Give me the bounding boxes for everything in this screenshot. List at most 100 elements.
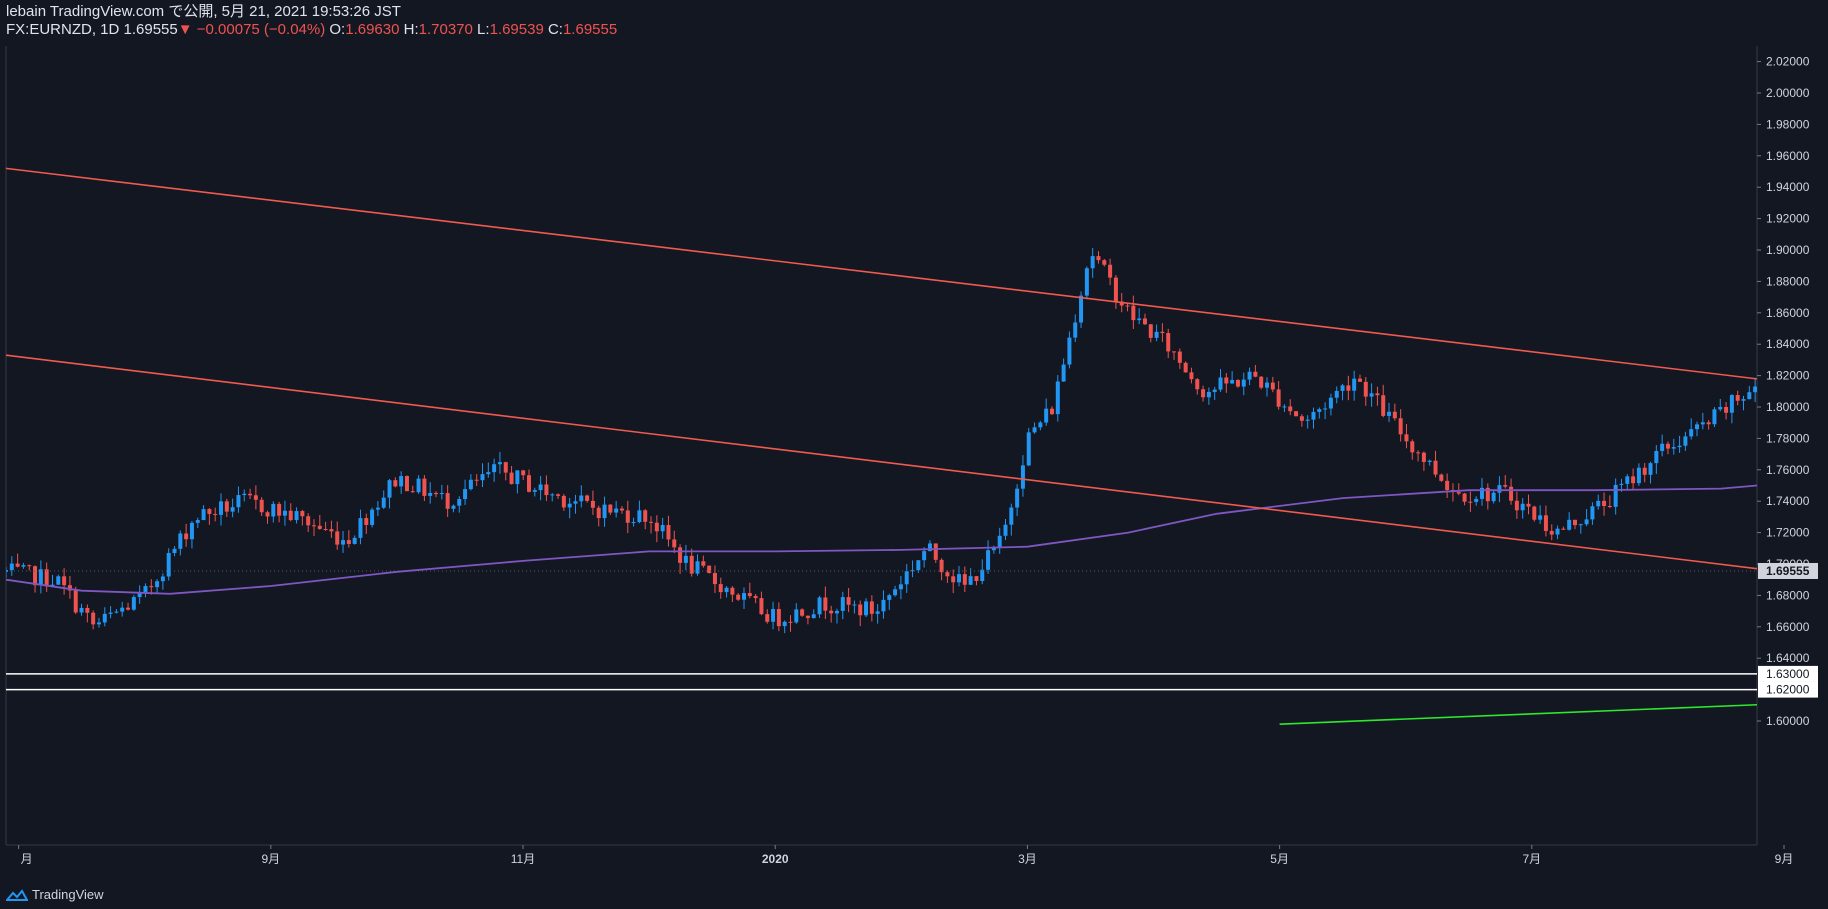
- candle-body-49: [288, 510, 293, 521]
- candle-body-272: [1584, 519, 1589, 525]
- candle-body-112: [654, 522, 659, 532]
- candle-body-13: [79, 607, 84, 613]
- candle-body-220: [1282, 406, 1287, 408]
- candle-body-122: [712, 573, 717, 585]
- candle-body-58: [341, 540, 346, 545]
- last-price-label: 1.69555: [1766, 564, 1810, 578]
- candle-body-187: [1090, 256, 1095, 269]
- candle-body-25: [149, 586, 154, 588]
- candle-body-209: [1218, 377, 1223, 390]
- candle-body-29: [172, 548, 177, 554]
- candle-body-156: [910, 570, 915, 572]
- candle-body-256: [1491, 492, 1496, 502]
- symbol-label[interactable]: FX:EURNZD, 1D: [6, 21, 120, 38]
- candle-body-186: [1084, 268, 1089, 296]
- candle-body-244: [1421, 452, 1426, 462]
- candle-body-139: [811, 614, 816, 619]
- candle-body-60: [352, 537, 357, 544]
- candle-body-149: [869, 601, 874, 614]
- y-tick-label-10: 1.82000: [1766, 369, 1810, 383]
- candle-body-4: [27, 565, 32, 567]
- candle-body-77: [451, 505, 456, 509]
- candle-body-155: [904, 571, 909, 585]
- candle-body-196: [1142, 318, 1147, 325]
- candle-body-110: [643, 510, 648, 522]
- overlays-group: [6, 167, 1757, 725]
- candle-body-297: [1729, 395, 1734, 413]
- candle-body-35: [207, 509, 212, 514]
- candle-body-275: [1602, 500, 1607, 506]
- candle-body-288: [1677, 445, 1682, 448]
- candle-body-258: [1503, 485, 1508, 487]
- candle-body-92: [538, 484, 543, 491]
- candle-body-14: [85, 607, 90, 613]
- candle-body-67: [393, 480, 398, 487]
- y-tick-label-7: 1.88000: [1766, 274, 1810, 288]
- candle-body-55: [323, 528, 328, 530]
- candle-body-91: [532, 490, 537, 492]
- last-price: 1.69555: [123, 21, 178, 38]
- tradingview-brand: TradingView: [32, 887, 104, 902]
- candle-body-268: [1561, 528, 1566, 530]
- y-tick-label-11: 1.80000: [1766, 400, 1810, 414]
- candle-body-200: [1166, 333, 1171, 352]
- y-tick-label-18: 1.66000: [1766, 620, 1810, 634]
- y-tick-label-9: 1.84000: [1766, 337, 1810, 351]
- candle-body-294: [1712, 409, 1717, 425]
- candle-body-103: [602, 504, 607, 519]
- candle-body-46: [271, 503, 276, 517]
- candle-body-71: [416, 478, 421, 493]
- candle-body-289: [1683, 436, 1688, 446]
- candle-body-78: [457, 499, 462, 506]
- open-label: O:: [329, 21, 346, 38]
- candle-body-299: [1741, 399, 1746, 401]
- candle-body-26: [155, 581, 160, 588]
- candle-body-208: [1212, 389, 1217, 392]
- candle-body-52: [306, 516, 311, 526]
- candle-body-292: [1700, 422, 1705, 425]
- candle-body-278: [1619, 483, 1624, 485]
- candle-body-127: [742, 593, 747, 600]
- candle-body-104: [608, 504, 613, 513]
- candle-body-82: [480, 474, 485, 481]
- candle-body-69: [404, 476, 409, 492]
- moving-average-line: [6, 484, 1757, 595]
- candle-body-273: [1590, 506, 1595, 520]
- candle-body-76: [445, 493, 450, 509]
- candle-body-140: [817, 597, 822, 615]
- candle-body-117: [683, 555, 688, 563]
- candle-body-230: [1340, 385, 1345, 391]
- candle-body-274: [1596, 500, 1601, 507]
- candle-body-218: [1270, 382, 1275, 390]
- y-tick-label-5: 1.92000: [1766, 212, 1810, 226]
- candle-body-65: [381, 497, 386, 508]
- candle-body-181: [1055, 381, 1060, 415]
- candle-body-95: [556, 494, 561, 496]
- x-tick-label-0: 月: [21, 852, 33, 866]
- candle-body-161: [939, 559, 944, 573]
- candle-body-111: [649, 521, 654, 523]
- candle-body-300: [1747, 392, 1752, 400]
- candle-body-253: [1474, 498, 1479, 502]
- candle-body-93: [544, 484, 549, 496]
- tradingview-footer[interactable]: TradingView: [6, 887, 104, 902]
- candle-body-193: [1125, 305, 1130, 307]
- candle-body-142: [829, 610, 834, 614]
- candle-body-74: [434, 492, 439, 495]
- time-axis[interactable]: 月9月11月20203月5月7月9月11月20213月5月7月9月11月: [18, 845, 1828, 866]
- candle-body-152: [887, 595, 892, 600]
- candle-body-213: [1241, 379, 1246, 387]
- candle-body-251: [1462, 493, 1467, 502]
- candle-body-75: [439, 493, 444, 495]
- candle-body-99: [579, 495, 584, 502]
- candle-body-87: [509, 472, 514, 485]
- candle-body-109: [637, 510, 642, 523]
- price-axis[interactable]: 2.02000 2.00000 1.98000 1.96000 1.94000 1.920…: [1757, 55, 1818, 728]
- candle-body-175: [1020, 465, 1025, 489]
- candle-body-88: [515, 470, 520, 485]
- candle-body-57: [335, 531, 340, 545]
- candle-body-17: [102, 613, 107, 623]
- candle-body-41: [242, 493, 247, 496]
- candle-body-229: [1334, 390, 1339, 398]
